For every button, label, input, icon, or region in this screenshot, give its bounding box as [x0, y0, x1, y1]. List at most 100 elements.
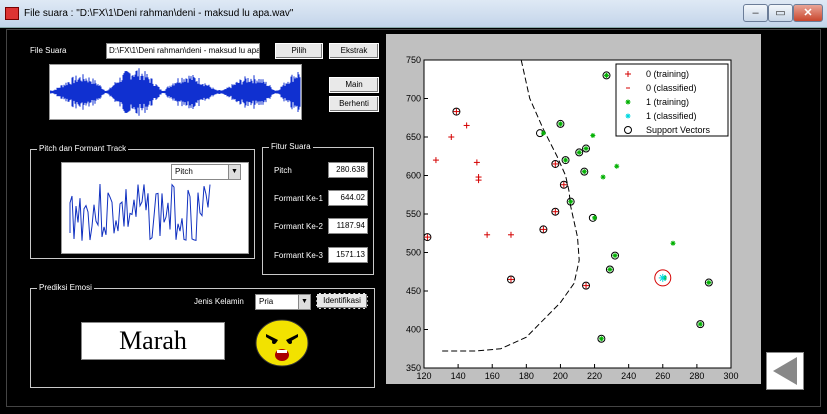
- x-tick-label: 220: [587, 371, 602, 381]
- legend-entry-label: 0 (training): [646, 69, 689, 79]
- track-type-dropdown[interactable]: Pitch ▼: [171, 164, 241, 180]
- figure-client-area: File Suara D:\FX\1\Deni rahman\deni - ma…: [6, 29, 821, 407]
- support-vector-marker: [602, 71, 611, 80]
- support-vector-marker: [556, 119, 565, 128]
- fitur-pitch-label: Pitch: [274, 166, 292, 175]
- x-tick-label: 280: [689, 371, 704, 381]
- identifikasi-button[interactable]: Identifikasi: [316, 293, 368, 309]
- waveform-svg: [49, 68, 301, 116]
- emotion-result: Marah: [81, 322, 225, 360]
- x-tick-label: 240: [621, 371, 636, 381]
- class1-training-point: [590, 132, 596, 138]
- class0-training-point: [432, 157, 439, 164]
- support-vector-marker: [611, 251, 620, 260]
- chevron-down-icon: ▼: [228, 165, 240, 179]
- legend-entry-label: 1 (classified): [646, 111, 697, 121]
- class0-training-point: [560, 181, 567, 188]
- fitur-panel-title: Fitur Suara: [269, 142, 313, 151]
- fitur-f3-label: Formant Ke-3: [274, 251, 323, 260]
- class1-training-point: [592, 215, 598, 221]
- window-titlebar: File suara : "D:\FX\1\Deni rahman\deni -…: [0, 0, 827, 28]
- jenis-kelamin-value: Pria: [259, 297, 274, 306]
- y-tick-label: 400: [406, 325, 421, 335]
- x-tick-label: 260: [655, 371, 670, 381]
- support-vector-marker: [452, 107, 461, 116]
- class0-training-point: [507, 231, 514, 238]
- x-tick-label: 200: [553, 371, 568, 381]
- class0-training-point: [448, 134, 455, 140]
- maximize-button[interactable]: ▭: [768, 4, 793, 22]
- y-tick-label: 350: [406, 363, 421, 373]
- file-path-field[interactable]: D:\FX\1\Deni rahman\deni - maksud lu apa: [106, 43, 260, 59]
- class1-training-point: [598, 336, 604, 342]
- class1-training-point: [581, 169, 587, 175]
- jenis-kelamin-dropdown[interactable]: Pria ▼: [255, 294, 311, 310]
- fitur-f3-value: 1571.13: [328, 247, 368, 263]
- class1-training-point: [670, 240, 676, 246]
- class0-training-point: [463, 122, 470, 129]
- fitur-suara-panel: Fitur Suara: [262, 142, 374, 275]
- class0-training-point: [453, 108, 460, 115]
- class1-training-point: [540, 130, 546, 136]
- legend-marker-class1-classified: [625, 113, 631, 119]
- ekstrak-button[interactable]: Ekstrak: [329, 43, 379, 59]
- x-tick-label: 120: [416, 371, 431, 381]
- fitur-f1-label: Formant Ke-1: [274, 194, 323, 203]
- x-tick-label: 300: [723, 371, 738, 381]
- support-vector-marker: [566, 197, 575, 206]
- class1-training-point: [612, 253, 618, 259]
- support-vector-marker: [423, 233, 432, 242]
- pitch-line: [69, 183, 211, 242]
- class1-training-point: [557, 121, 563, 127]
- pilih-button[interactable]: Pilih: [275, 43, 323, 59]
- back-button[interactable]: [766, 352, 804, 390]
- matlab-icon: [5, 7, 19, 20]
- class1-training-point: [697, 321, 703, 327]
- close-button[interactable]: ✕: [793, 4, 823, 22]
- berhenti-button[interactable]: Berhenti: [329, 96, 379, 112]
- y-tick-label: 650: [406, 132, 421, 142]
- main-button[interactable]: Main: [329, 77, 379, 93]
- chart-legend: [615, 63, 729, 137]
- class1-training-point: [583, 146, 589, 152]
- pitch-formant-panel: Pitch dan Formant Track: [30, 144, 255, 259]
- x-tick-label: 160: [485, 371, 500, 381]
- minimize-button[interactable]: –: [743, 4, 768, 22]
- y-tick-label: 750: [406, 55, 421, 65]
- class1-classified-point: [658, 273, 667, 282]
- class1-training-point: [568, 199, 574, 205]
- class1-training-point: [706, 280, 712, 286]
- waveform-plot: [49, 64, 302, 120]
- file-label: File Suara: [30, 46, 67, 55]
- legend-marker-support-vectors: [624, 126, 632, 134]
- class1-training-point: [600, 174, 606, 180]
- svm-scatter-chart: 120 140 160 180 200 220 240 260 280 300 350 400 450 5…: [406, 55, 739, 381]
- support-vector-marker: [696, 320, 705, 329]
- support-vector-marker: [506, 275, 515, 284]
- legend-entry-label: Support Vectors: [646, 125, 711, 135]
- fitur-f2-value: 1187.94: [328, 218, 368, 234]
- window-title: File suara : "D:\FX\1\Deni rahman\deni -…: [24, 8, 294, 19]
- track-type-value: Pitch: [175, 167, 193, 176]
- support-vector-marker: [559, 180, 568, 189]
- class1-training-point: [614, 163, 620, 169]
- legend-entry-label: 1 (training): [646, 97, 689, 107]
- pitch-track-svg: [69, 183, 211, 242]
- support-vector-marker: [580, 167, 589, 176]
- jenis-kelamin-label: Jenis Kelamin: [194, 297, 244, 306]
- prediksi-emosi-panel: Prediksi Emosi: [30, 283, 375, 388]
- class0-training-point: [552, 160, 559, 167]
- support-vector-marker: [551, 207, 560, 216]
- class0-training-point: [583, 282, 590, 289]
- class0-training-point: [473, 159, 480, 166]
- classified-highlight-circle: [654, 269, 672, 287]
- chevron-down-icon: ▼: [298, 295, 310, 309]
- prediksi-panel-title: Prediksi Emosi: [37, 283, 94, 292]
- legend-entry-label: 0 (classified): [646, 83, 697, 93]
- support-vector-marker: [539, 225, 548, 234]
- fitur-pitch-value: 280.638: [328, 162, 368, 178]
- y-tick-label: 700: [406, 94, 421, 104]
- class0-training-point: [484, 231, 491, 238]
- support-vector-marker: [582, 281, 591, 290]
- class1-training-point: [607, 266, 613, 272]
